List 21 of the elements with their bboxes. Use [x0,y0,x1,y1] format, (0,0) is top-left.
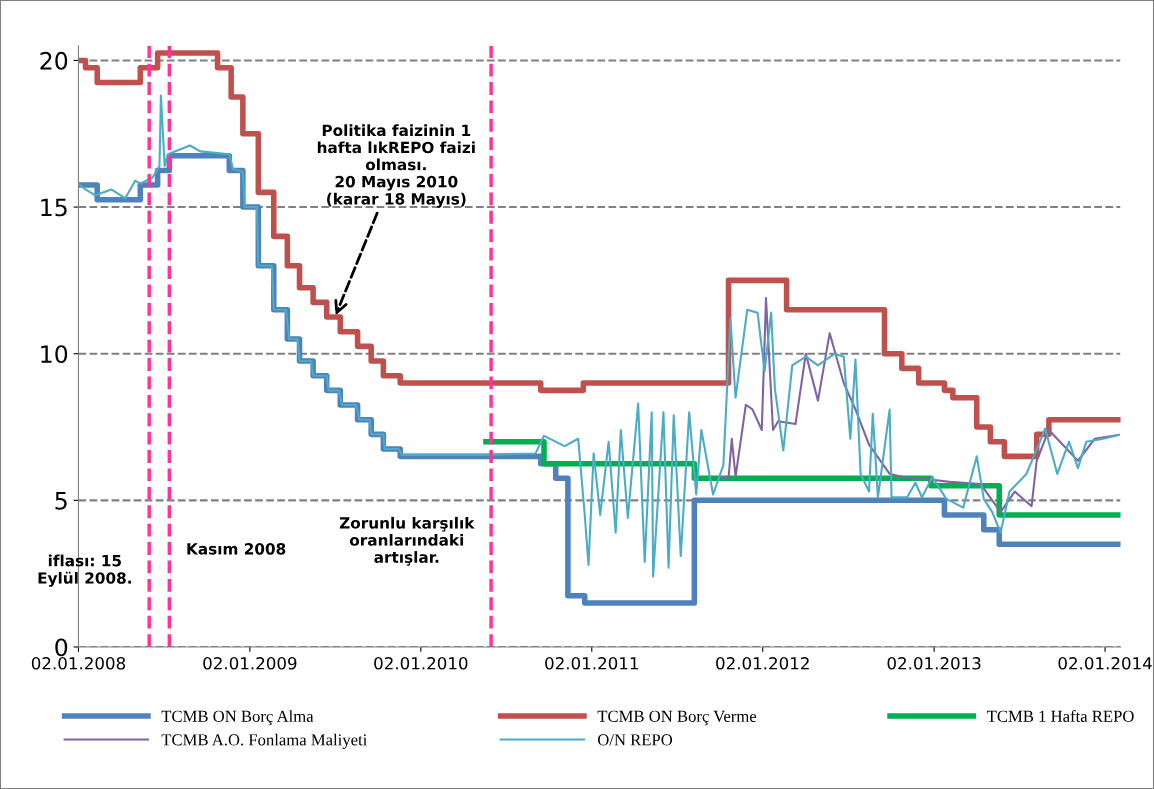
y-tick-label: 5 [55,492,67,510]
y-tick-label: 15 [41,198,67,217]
legend-label: TCMB 1 Hafta REPO [987,710,1134,722]
x-tick-label: 02.01.2009 [203,657,297,670]
y-tick-label: 0 [55,638,68,657]
x-tick-label: 02.01.2011 [545,657,638,670]
legend-label: TCMB ON Borç Verme [597,710,757,726]
legend-label: O/N REPO [597,734,673,746]
x-tick-label: 02.01.2014 [1058,657,1152,670]
x-tick-label: 02.01.2008 [31,657,126,670]
annotation: Politika faizinin 1 hafta lıkREPO faizi olması. 20 Mayıs 2010 (karar 18 Mayıs) [317,124,475,208]
legend-label: TCMB ON Borç Alma [161,710,314,726]
legend-label: TCMB A.O. Fonlama Maliyeti [161,733,367,749]
y-tick-label: 10 [41,345,68,364]
x-tick-label: 02.01.2012 [716,657,809,670]
ref-line-label: Kasım 2008 [187,543,286,555]
ref-line-label: iflası: 15 Eylül 2008. [38,554,131,587]
y-tick-label: 20 [40,51,68,70]
x-tick-label: 02.01.2013 [887,657,981,670]
x-tick-label: 02.01.2010 [374,657,468,670]
ref-line-label: Zorunlu karşılık oranlarındaki artışlar. [339,516,475,566]
